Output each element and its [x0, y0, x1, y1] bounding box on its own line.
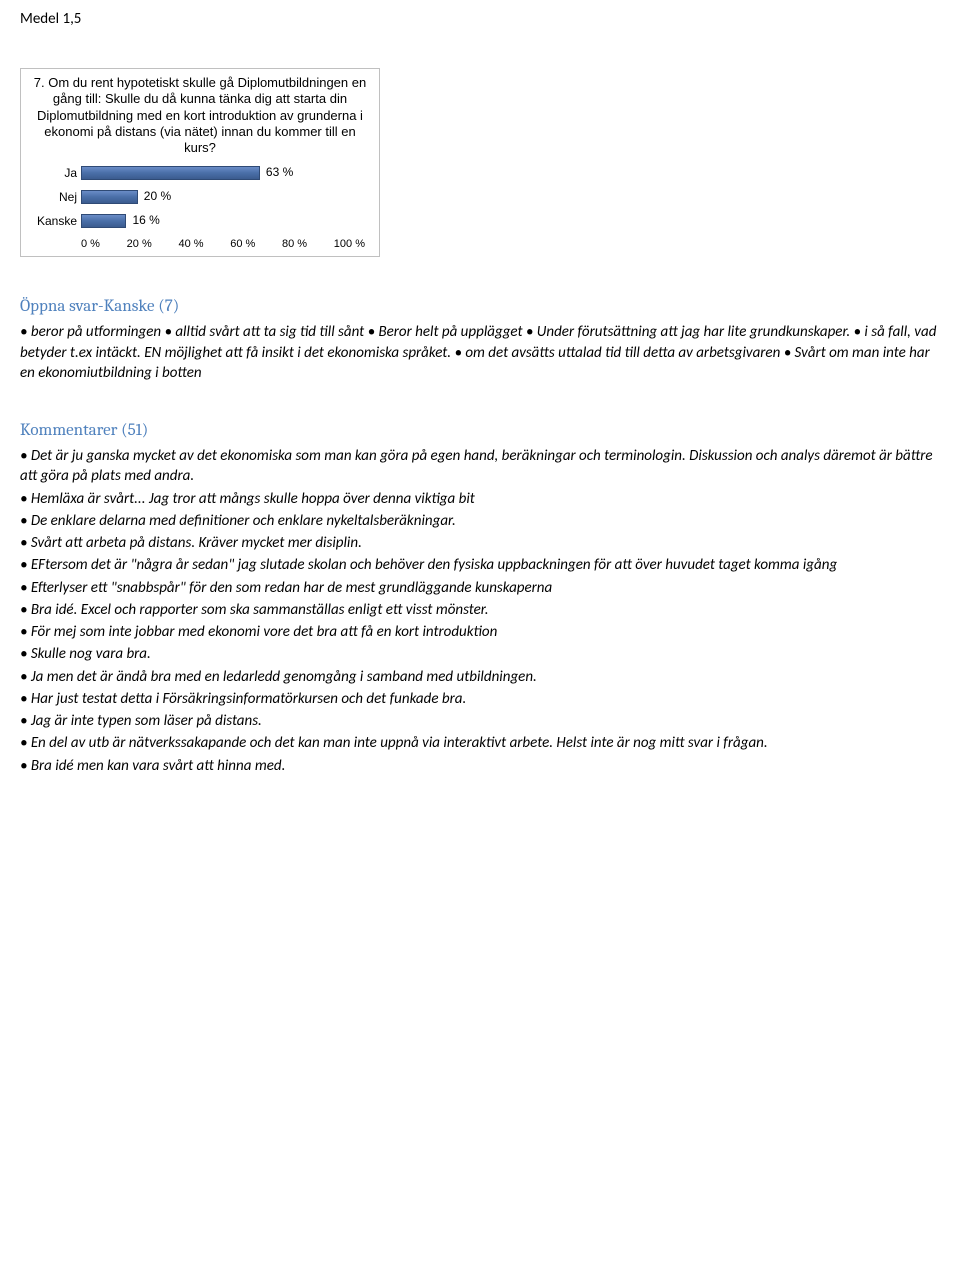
section-body: • beror på utformingen • alltid svårt at… — [20, 322, 940, 383]
comment-line: • Bra idé men kan vara svårt att hinna m… — [20, 756, 940, 776]
chart-tick: 20 % — [127, 238, 152, 250]
comment-line: • Efterlyser ett "snabbspår" för den som… — [20, 578, 940, 598]
comment-line: • Bra idé. Excel och rapporter som ska s… — [20, 600, 940, 620]
chart-tick: 40 % — [178, 238, 203, 250]
chart-track: 16 % — [81, 214, 365, 228]
section-body: • Det är ju ganska mycket av det ekonomi… — [20, 446, 940, 776]
section-open-answers: Öppna svar-Kanske (7) • beror på utformi… — [20, 297, 940, 383]
section-heading: Öppna svar-Kanske (7) — [20, 297, 940, 316]
chart-bar — [81, 214, 126, 228]
chart-question-text: Om du rent hypotetiskt skulle gå Diplomu… — [37, 75, 366, 155]
comment-line: • En del av utb är nätverkssakapande och… — [20, 733, 940, 753]
chart-tick: 0 % — [81, 238, 100, 250]
comment-line: • Ja men det är ändå bra med en ledarled… — [20, 667, 940, 687]
chart-area: Ja 63 % Nej 20 % Kanske 16 % 0 % 20 — [27, 162, 373, 250]
section-comments: Kommentarer (51) • Det är ju ganska myck… — [20, 421, 940, 776]
chart-value: 20 % — [144, 189, 171, 203]
chart-ylabel: Kanske — [27, 214, 81, 228]
section-heading: Kommentarer (51) — [20, 421, 940, 440]
comment-line: • Svårt att arbeta på distans. Kräver my… — [20, 533, 940, 553]
chart-row-kanske: Kanske 16 % — [27, 210, 365, 232]
comment-line: • Skulle nog vara bra. — [20, 644, 940, 664]
chart-tick: 60 % — [230, 238, 255, 250]
chart-ylabel: Nej — [27, 190, 81, 204]
chart-x-axis: 0 % 20 % 40 % 60 % 80 % 100 % — [27, 238, 365, 250]
chart-bar — [81, 166, 260, 180]
open-answers-text: • beror på utformingen • alltid svårt at… — [20, 322, 940, 383]
comment-line: • Har just testat detta i Försäkringsinf… — [20, 689, 940, 709]
chart-ylabel: Ja — [27, 166, 81, 180]
survey-chart: 7. Om du rent hypotetiskt skulle gå Dipl… — [20, 68, 380, 257]
comment-line: • Jag är inte typen som läser på distans… — [20, 711, 940, 731]
chart-row-ja: Ja 63 % — [27, 162, 365, 184]
chart-value: 16 % — [132, 213, 159, 227]
chart-value: 63 % — [266, 165, 293, 179]
comment-line: • För mej som inte jobbar med ekonomi vo… — [20, 622, 940, 642]
comment-line: • Det är ju ganska mycket av det ekonomi… — [20, 446, 940, 487]
chart-axis-ticks: 0 % 20 % 40 % 60 % 80 % 100 % — [81, 238, 365, 250]
chart-question: 7. Om du rent hypotetiskt skulle gå Dipl… — [27, 73, 373, 162]
comment-line: • De enklare delarna med definitioner oc… — [20, 511, 940, 531]
chart-track: 63 % — [81, 166, 365, 180]
chart-question-number: 7. — [34, 75, 45, 90]
comment-line: • EFtersom det är "några år sedan" jag s… — [20, 555, 940, 575]
chart-row-nej: Nej 20 % — [27, 186, 365, 208]
comment-line: • Hemläxa är svårt... Jag tror att mångs… — [20, 489, 940, 509]
chart-tick: 100 % — [334, 238, 365, 250]
chart-bar — [81, 190, 138, 204]
chart-tick: 80 % — [282, 238, 307, 250]
chart-track: 20 % — [81, 190, 365, 204]
top-label: Medel 1,5 — [20, 10, 940, 28]
